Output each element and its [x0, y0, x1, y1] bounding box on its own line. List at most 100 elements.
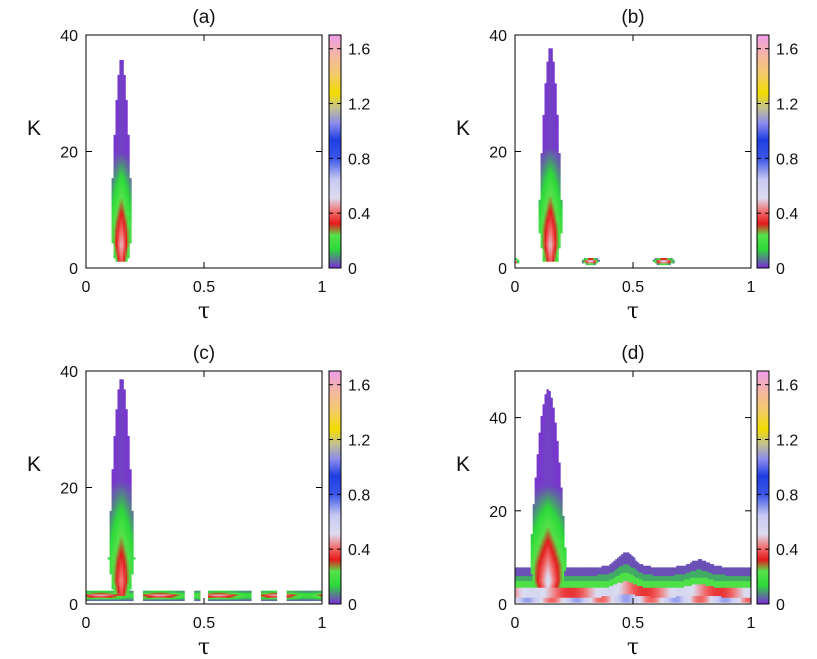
heat-cell	[121, 59, 124, 63]
heat-cell	[306, 599, 309, 602]
heat-cell	[542, 582, 545, 585]
heat-cell	[550, 229, 553, 232]
heat-cell	[123, 592, 126, 595]
heat-cell	[550, 124, 553, 127]
heat-cell	[113, 178, 116, 181]
heat-cell	[550, 254, 553, 257]
heat-cell	[91, 590, 95, 593]
heat-cell	[556, 204, 559, 207]
heat-cell	[129, 512, 132, 515]
heat-cell	[550, 196, 553, 199]
heat-cell	[540, 577, 543, 580]
heat-cell	[298, 590, 301, 593]
heat-cell	[111, 181, 114, 184]
heat-cell	[86, 594, 89, 597]
heat-cell	[117, 201, 120, 204]
heat-cell	[550, 174, 553, 177]
heat-cell	[115, 562, 118, 565]
heat-cell	[115, 259, 118, 262]
heat-cell	[123, 539, 126, 542]
heat-cell	[546, 392, 549, 395]
heat-cell	[117, 174, 120, 177]
heat-cell	[548, 570, 551, 573]
heat-cell	[546, 389, 549, 392]
heat-cell	[119, 562, 122, 565]
heat-cell	[552, 96, 555, 99]
heat-cell	[129, 522, 132, 525]
heat-cell	[123, 515, 126, 518]
heat-cell	[538, 442, 541, 445]
heat-cell	[554, 161, 557, 164]
heat-cell	[115, 226, 118, 229]
heat-cell	[125, 519, 128, 522]
heat-cell	[127, 499, 130, 502]
heat-cell	[123, 81, 126, 84]
heat-cell	[274, 599, 278, 602]
heat-cell	[115, 469, 118, 472]
heat-cell	[121, 510, 124, 513]
heat-cell	[129, 209, 132, 212]
heat-cell	[544, 151, 547, 154]
heat-cell	[530, 584, 534, 587]
heat-cell	[121, 475, 124, 478]
heat-cell	[556, 248, 559, 251]
heat-cell	[546, 123, 549, 126]
heat-cell	[542, 248, 545, 251]
heat-cell	[544, 575, 547, 578]
heat-cell	[544, 400, 547, 404]
heat-cell	[121, 384, 124, 387]
heat-cell	[540, 415, 543, 418]
heat-cell	[548, 216, 551, 219]
heat-cell	[127, 519, 130, 522]
heat-cell	[119, 405, 122, 409]
heat-cell	[127, 472, 130, 475]
heat-cell	[129, 532, 132, 535]
heat-cell	[115, 133, 118, 136]
heat-cell	[542, 552, 545, 555]
heat-cell	[117, 537, 120, 540]
heat-cell	[666, 259, 669, 262]
heat-cell	[129, 480, 132, 483]
heat-cell	[119, 475, 122, 478]
heat-cell	[119, 587, 122, 590]
heat-cell	[550, 74, 553, 77]
heat-cell	[152, 592, 156, 595]
heat-cell	[544, 133, 547, 136]
heat-cell	[288, 599, 291, 602]
heat-cell	[119, 234, 122, 237]
heat-cell	[540, 485, 543, 488]
heat-cell	[294, 595, 297, 598]
heat-cell	[117, 243, 120, 246]
heat-cell	[121, 434, 124, 437]
heat-cell	[125, 514, 128, 517]
heat-cell	[168, 599, 171, 602]
heat-cell	[556, 134, 559, 137]
heat-cell	[127, 509, 130, 512]
heat-cell	[99, 592, 103, 595]
heat-cell	[552, 63, 555, 66]
heat-cell	[127, 500, 130, 503]
heat-cell	[544, 166, 547, 169]
heat-cell	[546, 469, 549, 472]
heat-cell	[121, 71, 124, 74]
heat-cell	[546, 126, 549, 129]
heat-cell	[546, 211, 549, 214]
heat-cell	[548, 567, 551, 570]
heat-cell	[544, 544, 547, 547]
heat-cell	[160, 599, 164, 602]
heat-cell	[123, 249, 126, 252]
heat-cell	[117, 589, 120, 592]
heat-cell	[544, 535, 547, 538]
heat-cell	[111, 507, 114, 510]
heat-cell	[111, 587, 114, 590]
heat-cell	[544, 218, 547, 221]
heat-cell	[111, 565, 114, 568]
heat-cell	[119, 203, 122, 206]
heat-cell	[548, 204, 551, 207]
x-tick-label: 0	[82, 615, 91, 632]
heat-cell	[548, 559, 551, 562]
heat-cell	[125, 569, 128, 572]
heat-cell	[518, 582, 522, 585]
heat-cell	[129, 535, 132, 538]
heat-cell	[111, 524, 114, 527]
